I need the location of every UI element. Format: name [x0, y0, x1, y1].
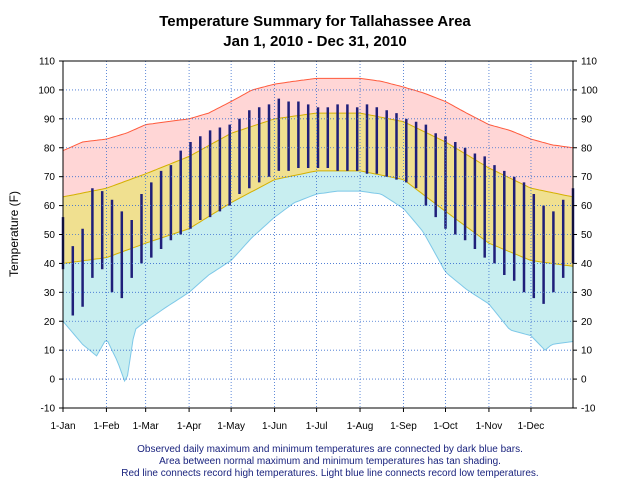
y-tick-label-left: 110 [39, 57, 55, 68]
y-tick-label-left: 50 [44, 230, 56, 241]
x-tick-label: 1-May [217, 421, 245, 432]
y-tick-label-left: 30 [44, 288, 56, 299]
y-tick-label-left: 0 [49, 375, 55, 386]
y-tick-label-right: 90 [581, 114, 593, 125]
x-tick-label: 1-Sep [390, 421, 417, 432]
x-tick-label: 1-Apr [177, 421, 202, 432]
y-tick-label-left: -10 [41, 404, 56, 415]
y-tick-label-left: 40 [44, 259, 56, 270]
y-tick-label-right: -10 [581, 404, 596, 415]
note-line-2: Area between normal maximum and minimum … [159, 456, 501, 467]
y-tick-label-left: 90 [44, 114, 56, 125]
plot-area [61, 60, 575, 409]
x-axis: 1-Jan 1-Feb 1-Mar 1-Apr 1-May 1-Jun 1-Jul 1-Aug… [50, 408, 544, 432]
y-tick-label-right: 40 [581, 259, 593, 270]
x-tick-label: 1-Jan [50, 421, 75, 432]
x-tick-label: 1-Jun [262, 421, 287, 432]
y-tick-label-right: 110 [581, 57, 597, 68]
record-low-line [62, 190, 574, 383]
y-tick-label-right: 80 [581, 143, 593, 154]
y-tick-label-left: 60 [44, 201, 56, 212]
x-tick-label: 1-Dec [518, 421, 545, 432]
y-axis-label: Temperature (F) [7, 191, 21, 277]
x-tick-label: 1-Mar [133, 421, 160, 432]
y-tick-label-right: 50 [581, 230, 593, 241]
note-line-3: Red line connects record high temperatur… [121, 468, 538, 479]
y-axis-right: -10 0 10 20 30 40 50 60 70 80 90 100 110 [573, 57, 598, 415]
normal-low-line [62, 170, 574, 267]
y-tick-label-left: 100 [38, 85, 55, 96]
x-tick-label: 1-Jul [306, 421, 328, 432]
record-high-band [63, 78, 573, 197]
y-tick-label-right: 30 [581, 288, 593, 299]
y-tick-label-left: 80 [44, 143, 56, 154]
grid-layer [63, 61, 573, 408]
chart-notes: Observed daily maximum and minimum tempe… [121, 444, 538, 479]
y-tick-label-left: 10 [44, 346, 56, 357]
note-line-1: Observed daily maximum and minimum tempe… [137, 444, 523, 455]
y-tick-label-left: 20 [44, 317, 56, 328]
y-axis-left: -10 0 10 20 30 40 50 60 70 80 90 100 110 [38, 57, 63, 415]
y-tick-label-right: 10 [581, 346, 593, 357]
y-tick-label-right: 20 [581, 317, 593, 328]
chart-title: Temperature Summary for Tallahassee Area [159, 13, 471, 30]
x-tick-label: 1-Oct [433, 421, 458, 432]
y-tick-label-right: 100 [581, 85, 598, 96]
x-tick-label: 1-Aug [347, 421, 374, 432]
x-tick-label: 1-Nov [476, 421, 503, 432]
y-tick-label-right: 60 [581, 201, 593, 212]
y-tick-label-right: 70 [581, 172, 593, 183]
record-high-line [62, 77, 574, 152]
y-tick-label-right: 0 [581, 375, 587, 386]
x-tick-label: 1-Feb [93, 421, 120, 432]
chart-subtitle: Jan 1, 2010 - Dec 31, 2010 [223, 33, 406, 50]
y-tick-label-left: 70 [44, 172, 56, 183]
